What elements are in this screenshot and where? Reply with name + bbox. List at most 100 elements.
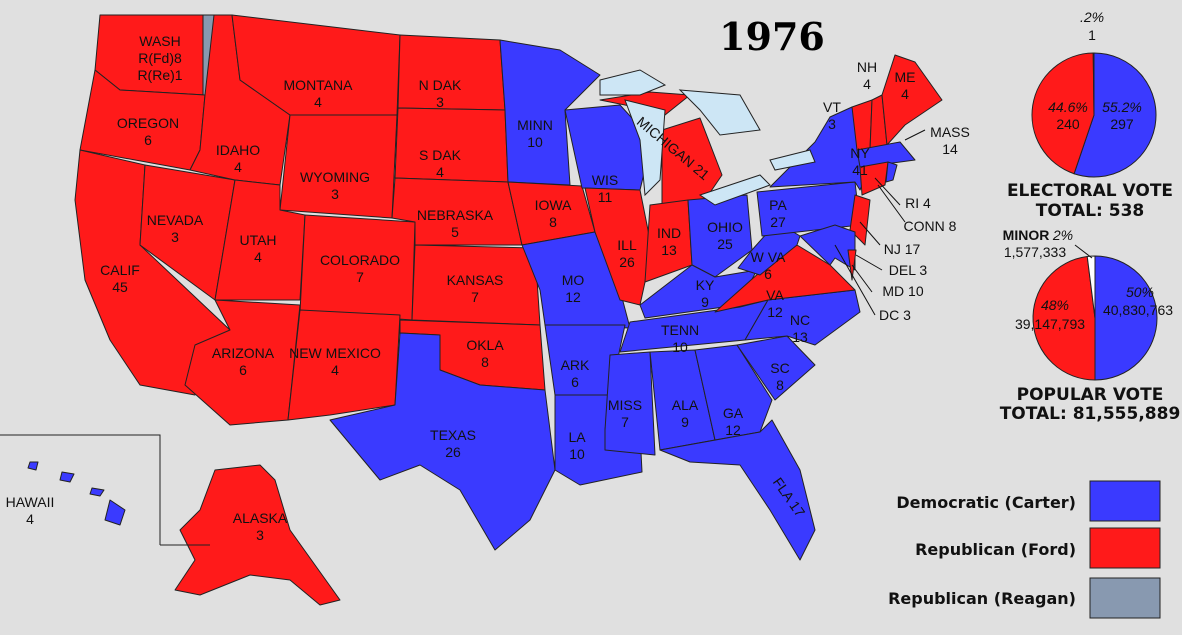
label-me-electoral-votes: 4: [901, 86, 909, 102]
popular-pie-labels: MINOR 2% 1,577,333 50% 40,830,763 48% 39…: [1000, 227, 1181, 424]
state-hi-2: [59, 471, 75, 483]
legend: Democratic (Carter) Republican (Ford) Re…: [888, 480, 1161, 619]
pie-slice-democratic: [1094, 255, 1158, 381]
leader-line: [874, 177, 901, 206]
label-tx-electoral-votes: 26: [445, 444, 461, 460]
label-sc-electoral-votes: 8: [776, 377, 784, 393]
label-va-name: VA: [766, 287, 784, 303]
electoral-vote-total: TOTAL: 538: [1036, 201, 1145, 221]
label-co-name: COLORADO: [320, 252, 400, 268]
leader-line: [877, 184, 906, 223]
label-ut-name: UTAH: [239, 232, 276, 248]
label-ky-electoral-votes: 9: [701, 294, 709, 310]
label-pa-name: PA: [769, 197, 787, 213]
label-in-electoral-votes: 13: [661, 242, 677, 258]
label-va-electoral-votes: 12: [767, 304, 783, 320]
label-sd-name: S DAK: [419, 147, 462, 163]
label-nh-name: NH: [857, 59, 877, 75]
ford-pop-pct: 48%: [1041, 297, 1069, 313]
state-hi-1: [27, 461, 39, 471]
state-wy: [279, 114, 398, 219]
label-al-electoral-votes: 9: [681, 414, 689, 430]
label-mt-electoral-votes: 4: [314, 94, 322, 110]
state-sd: [394, 107, 509, 183]
label-ar-name: ARK: [561, 357, 590, 373]
state-sc: [736, 335, 816, 401]
label-ri-name: RI 4: [905, 195, 931, 211]
label-mass-electoral-votes: 14: [942, 141, 958, 157]
ford-pop-votes: 39,147,793: [1015, 316, 1085, 332]
label-nv-name: NEVADA: [147, 212, 204, 228]
label-wi-name: WIS: [592, 172, 618, 188]
label-nc-name: NC: [790, 312, 810, 328]
label-wi-electoral-votes: 11: [598, 189, 613, 205]
great-lakes: [599, 69, 816, 206]
state-ga: [694, 344, 773, 441]
state-mn: [499, 39, 601, 186]
label-nc-electoral-votes: 13: [792, 329, 808, 345]
label-ok-name: OKLA: [466, 337, 504, 353]
label-ak-electoral-votes: 3: [256, 527, 264, 543]
label-nd-name: N DAK: [419, 77, 462, 93]
legend-label-republican-ford: Republican (Ford): [915, 540, 1076, 559]
label-ms-name: MISS: [608, 397, 642, 413]
pie-slice-republican-ford: [1032, 255, 1096, 381]
label-al-name: ALA: [672, 397, 699, 413]
label-nj-name: NJ 17: [884, 241, 921, 257]
state-hi-big: [104, 499, 126, 526]
ford-ev-pct: 44.6%: [1048, 99, 1088, 115]
states-layer: [27, 14, 943, 606]
label-in-name: IND: [657, 225, 681, 241]
label-ny-name: NY: [850, 145, 870, 161]
minor-votes: 1,577,333: [1004, 244, 1066, 260]
state-fl: [659, 419, 816, 561]
label-wa-name: WASH: [139, 33, 180, 49]
map-title: 1976: [719, 14, 825, 59]
carter-pop-pct: 50%: [1126, 284, 1154, 300]
legend-swatch-democratic: [1089, 480, 1161, 522]
label-or-name: OREGON: [117, 115, 179, 131]
label-ok-electoral-votes: 8: [481, 354, 489, 370]
label-oh-name: OHIO: [707, 219, 743, 235]
state-in: [644, 199, 693, 283]
label-wv-electoral-votes: 6: [764, 266, 772, 282]
label-sd-electoral-votes: 4: [436, 164, 444, 180]
label-ks-electoral-votes: 7: [471, 289, 479, 305]
state-hi-3: [89, 487, 105, 497]
label-ca-electoral-votes: 45: [112, 279, 128, 295]
label-id-name: IDAHO: [216, 142, 260, 158]
label-mn-name: MINN: [517, 117, 553, 133]
popular-vote-pie: [1032, 255, 1158, 381]
label-nh-electoral-votes: 4: [863, 76, 871, 92]
label-tx-name: TEXAS: [430, 427, 476, 443]
label-wa-ford: R(Fd)8: [138, 50, 182, 66]
label-mass-name: MASS: [930, 124, 970, 140]
label-sc-name: SC: [770, 360, 789, 376]
label-ky-name: KY: [696, 277, 715, 293]
carter-ev-pct: 55.2%: [1102, 99, 1142, 115]
label-ia-name: IOWA: [535, 197, 572, 213]
label-id-electoral-votes: 4: [234, 159, 242, 175]
pie-slice-democratic: [1073, 52, 1157, 178]
label-ca-name: CALIF: [100, 262, 140, 278]
pie-slice-minor: [1086, 255, 1096, 319]
label-pa-electoral-votes: 27: [770, 214, 786, 230]
label-az-electoral-votes: 6: [239, 362, 247, 378]
carter-ev-count: 297: [1110, 116, 1134, 132]
label-nd-electoral-votes: 3: [436, 94, 444, 110]
label-del-name: DEL 3: [889, 262, 928, 278]
leader-line: [855, 254, 883, 271]
label-il-electoral-votes: 26: [619, 254, 635, 270]
state-nd: [397, 34, 506, 111]
leader-line: [904, 129, 926, 141]
label-wy-name: WYOMING: [300, 169, 370, 185]
label-ne-electoral-votes: 5: [451, 224, 459, 240]
label-oh-electoral-votes: 25: [717, 236, 733, 252]
legend-label-republican-reagan: Republican (Reagan): [888, 589, 1076, 608]
label-co-electoral-votes: 7: [356, 269, 364, 285]
pie-slice-republican-ford: [1031, 52, 1095, 175]
electoral-pie-labels: .2% 1 55.2% 297 44.6% 240 ELECTORAL VOTE…: [1007, 9, 1173, 221]
label-hi-name: HAWAII: [6, 494, 55, 510]
state-tx: [329, 332, 556, 551]
